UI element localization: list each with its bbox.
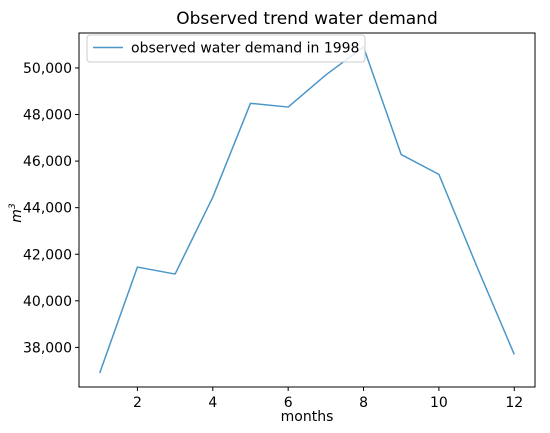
y-tick-label: 42,000 bbox=[23, 247, 72, 263]
y-tick-label: 40,000 bbox=[23, 294, 72, 310]
y-tick-label: 44,000 bbox=[23, 201, 72, 217]
x-tick-label: 6 bbox=[284, 395, 293, 411]
legend: observed water demand in 1998 bbox=[86, 34, 366, 63]
x-tick-label: 12 bbox=[505, 395, 523, 411]
y-tick-label: 50,000 bbox=[23, 61, 72, 77]
x-axis-title: months bbox=[281, 409, 334, 425]
x-tick-label: 8 bbox=[359, 395, 368, 411]
y-axis-title: m3 bbox=[8, 203, 25, 223]
chart-title: Observed trend water demand bbox=[176, 9, 438, 29]
y-axis-unit-exponent: 3 bbox=[8, 203, 18, 209]
y-axis-unit: m bbox=[9, 209, 25, 223]
y-axis-ticks: 38,000 40,000 42,000 44,000 46,000 48,000 50,0… bbox=[23, 61, 79, 356]
x-tick-label: 4 bbox=[208, 395, 217, 411]
plot-area: 2 4 6 8 10 12 38,000 40,000 42,000 44,000 46,000 4… bbox=[23, 32, 536, 411]
axes-frame bbox=[78, 32, 536, 388]
y-tick-label: 48,000 bbox=[23, 108, 72, 124]
x-tick-label: 10 bbox=[430, 395, 448, 411]
y-tick-label: 46,000 bbox=[23, 154, 72, 170]
y-tick-label: 38,000 bbox=[23, 340, 72, 356]
legend-box bbox=[86, 34, 366, 63]
x-tick-label: 2 bbox=[133, 395, 142, 411]
series-lines bbox=[99, 46, 515, 374]
y-axis-title-group: m3 bbox=[8, 203, 25, 223]
legend-label: observed water demand in 1998 bbox=[131, 41, 359, 57]
x-axis-ticks: 2 4 6 8 10 12 bbox=[133, 387, 523, 411]
series-line-0 bbox=[99, 46, 515, 374]
